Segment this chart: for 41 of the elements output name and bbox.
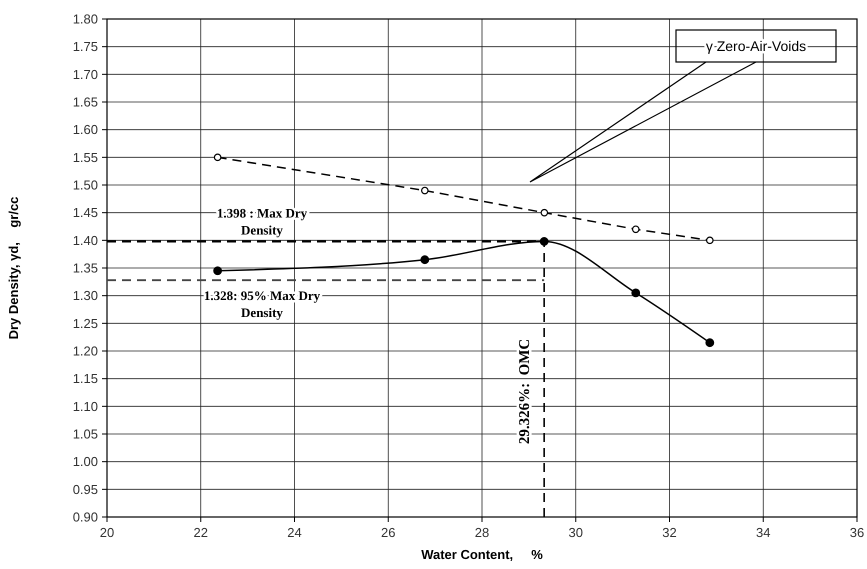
x-tick-label: 20 <box>100 525 114 540</box>
x-tick-label: 26 <box>381 525 396 540</box>
x-tick-label: 34 <box>756 525 770 540</box>
x-tick-label: 28 <box>474 525 490 540</box>
point <box>213 266 222 276</box>
point <box>632 225 640 234</box>
y-tick-label: 1.80 <box>72 12 98 26</box>
point <box>421 186 429 194</box>
y-tick-label: 1.45 <box>72 205 98 220</box>
y-tick-label: 1.20 <box>72 344 98 358</box>
x-tick-label: 24 <box>287 525 302 540</box>
point <box>631 288 640 298</box>
point <box>540 208 548 216</box>
y-tick-label: 1.15 <box>72 371 98 386</box>
y-axis-title: Dry Density, γd, gr/cc <box>6 196 21 340</box>
ref-line-label: 29.326%: OMC <box>517 338 534 444</box>
y-tick-label: 1.00 <box>72 454 98 470</box>
y-tick-label: 1.10 <box>72 398 98 414</box>
y-tick-label: 1.70 <box>72 66 98 82</box>
x-tick-label: 36 <box>850 525 864 540</box>
y-tick-label: 1.60 <box>72 122 98 138</box>
y-tick-label: 1.75 <box>72 39 98 54</box>
point <box>706 236 714 244</box>
point <box>705 338 714 348</box>
x-tick-label: 30 <box>568 525 583 540</box>
x-tick-label: 22 <box>194 525 208 540</box>
y-tick-label: 0.95 <box>72 482 98 497</box>
x-axis-title: Water Content, % <box>421 547 544 562</box>
y-tick-label: 1.50 <box>72 178 98 192</box>
y-tick-label: 1.55 <box>72 150 98 165</box>
y-tick-label: 1.35 <box>72 260 98 276</box>
y-tick-label: 1.05 <box>72 426 98 442</box>
y-tick-label: 1.30 <box>72 288 98 304</box>
y-tick-label: 1.65 <box>72 94 98 110</box>
point <box>540 237 549 246</box>
y-tick-label: 1.40 <box>72 232 98 248</box>
point <box>420 255 430 264</box>
x-tick-label: 32 <box>662 525 677 540</box>
point <box>214 154 222 162</box>
y-tick-label: 1.25 <box>72 316 98 331</box>
y-tick-label: 0.90 <box>72 510 98 524</box>
